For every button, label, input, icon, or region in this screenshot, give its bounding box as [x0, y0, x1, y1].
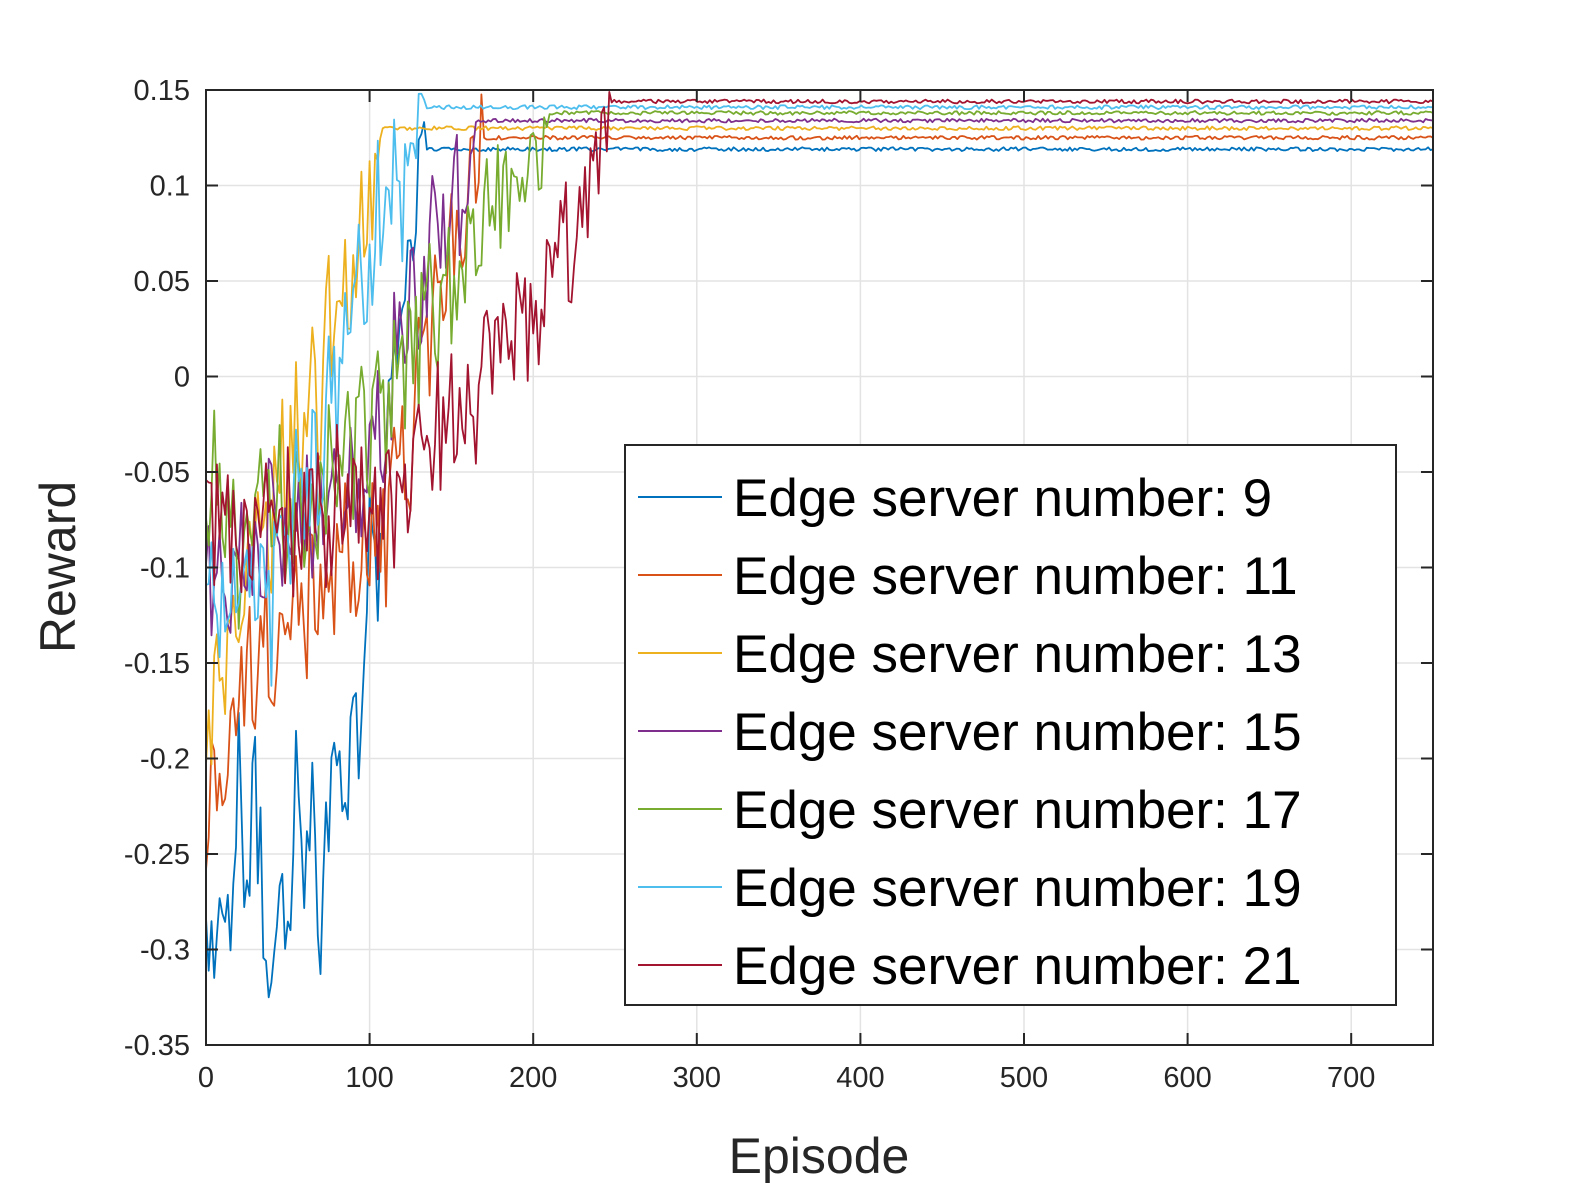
series-line-5 [205, 92, 1433, 687]
x-tick-label-0: 0 [198, 1062, 214, 1094]
y-axis-ticks: 0.15 0.1 0.05 0 -0.05 -0.1 -0.15 -0.2 -0.25 -0.3 -… [124, 75, 1433, 1062]
legend-label-5: Edge server number: 19 [733, 859, 1302, 918]
y-tick-label-7: -0.2 [140, 744, 190, 776]
legend-label-2: Edge server number: 13 [733, 625, 1302, 684]
x-tick-label-6: 600 [1163, 1062, 1211, 1094]
x-tick-label-7: 700 [1327, 1062, 1375, 1094]
y-tick-label-4: -0.05 [124, 457, 190, 489]
y-tick-label-9: -0.3 [140, 935, 190, 967]
y-tick-label-3: 0 [174, 362, 190, 394]
y-tick-label-1: 0.1 [150, 171, 190, 203]
x-axis-title: Episode [729, 1128, 910, 1183]
legend-label-0: Edge server number: 9 [733, 469, 1272, 528]
series-line-1 [205, 93, 1434, 870]
y-tick-label-5: -0.1 [140, 553, 190, 585]
legend-box [624, 444, 1397, 1006]
series-line-6 [205, 91, 1434, 598]
x-tick-label-5: 500 [1000, 1062, 1048, 1094]
legend-label-3: Edge server number: 15 [733, 703, 1302, 762]
series-line-2 [205, 125, 1434, 766]
legend-label-1: Edge server number: 11 [733, 547, 1298, 606]
legend-label-6: Edge server number: 21 [733, 937, 1302, 996]
legend: Edge server number: 9 Edge server number:… [624, 444, 1397, 1006]
series-line-0 [205, 121, 1434, 999]
y-axis-title: Reward [30, 481, 86, 653]
x-axis-ticks: 0 100 200 300 400 500 600 700 [198, 90, 1375, 1094]
y-tick-label-8: -0.25 [124, 839, 190, 871]
legend-label-4: Edge server number: 17 [733, 781, 1302, 840]
x-tick-label-1: 100 [345, 1062, 393, 1094]
y-tick-label-6: -0.15 [124, 648, 190, 680]
series-layer [205, 91, 1434, 999]
x-tick-label-4: 400 [836, 1062, 884, 1094]
x-tick-label-2: 200 [509, 1062, 557, 1094]
x-tick-label-3: 300 [673, 1062, 721, 1094]
y-tick-label-10: -0.35 [124, 1030, 190, 1062]
y-tick-label-2: 0.05 [134, 266, 190, 298]
y-tick-label-0: 0.15 [134, 75, 190, 107]
series-line-4 [205, 110, 1434, 630]
